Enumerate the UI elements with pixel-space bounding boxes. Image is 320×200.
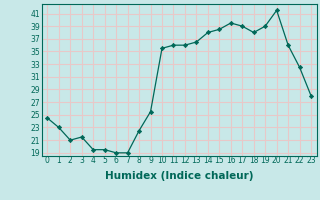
X-axis label: Humidex (Indice chaleur): Humidex (Indice chaleur) bbox=[105, 171, 253, 181]
